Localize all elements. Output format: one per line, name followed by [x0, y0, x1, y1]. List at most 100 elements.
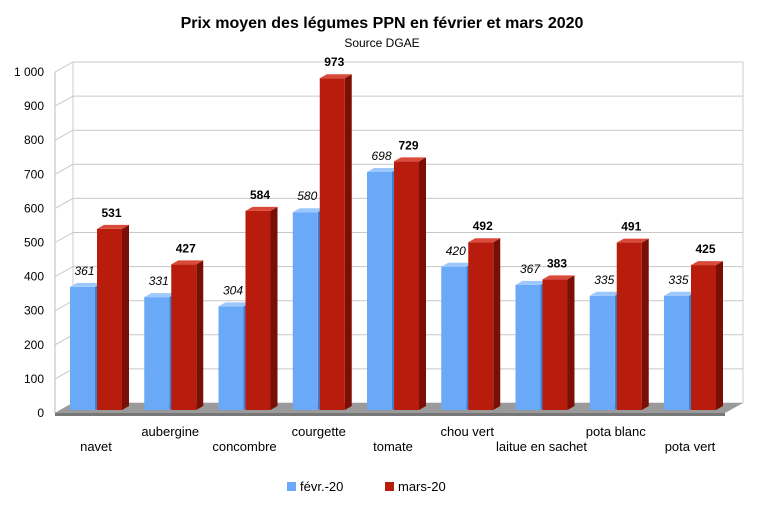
data-label: 491: [621, 220, 641, 234]
bar-front: [319, 78, 345, 410]
data-label: 335: [594, 273, 614, 287]
x-tick-label: courgette: [292, 424, 346, 439]
bar-front: [218, 306, 244, 410]
bar-front: [292, 212, 318, 410]
y-tick-label: 200: [24, 338, 44, 352]
y-tick-label: 1 000: [14, 65, 44, 79]
data-label: 698: [371, 149, 391, 163]
data-label: 361: [74, 264, 94, 278]
gridline: [54, 129, 743, 141]
bar-front: [691, 265, 716, 410]
legend-item: mars-20: [385, 479, 446, 494]
floor-edge: [55, 413, 725, 416]
data-label: 584: [250, 188, 270, 202]
y-tick-label: 0: [37, 406, 44, 420]
bar-front: [542, 279, 568, 410]
chart-title: Prix moyen des légumes PPN en février et…: [181, 15, 584, 32]
y-tick-label: 800: [24, 133, 44, 147]
y-tick-label: 500: [24, 236, 44, 250]
bar-front: [616, 242, 642, 410]
bar-front: [515, 284, 541, 410]
bar-front: [468, 242, 494, 410]
bar-mar-tomate: [394, 157, 426, 410]
bar-top: [394, 157, 426, 162]
bar-front: [171, 264, 197, 410]
bar-mar-concombre: [245, 206, 278, 410]
bar-top: [468, 238, 501, 243]
gridline: [54, 163, 743, 175]
bar-side: [270, 206, 278, 410]
legend-label: mars-20: [398, 479, 446, 494]
x-tick-label: pota vert: [665, 439, 716, 454]
bar-side: [716, 261, 723, 410]
bar-mar-courgette: [319, 74, 352, 410]
bar-top: [589, 291, 622, 296]
x-tick-label: aubergine: [141, 424, 199, 439]
bar-side: [122, 224, 129, 410]
x-tick-label: pota blanc: [586, 424, 646, 439]
x-tick-label: navet: [80, 439, 112, 454]
data-label: 531: [101, 206, 121, 220]
bar-top: [70, 282, 102, 287]
data-label: 492: [473, 219, 493, 233]
bar-front: [367, 171, 392, 410]
bar-feb-courgette: [292, 208, 325, 410]
bar-top: [367, 167, 399, 172]
y-tick-label: 300: [24, 304, 44, 318]
bar-front: [245, 210, 271, 410]
bar-front: [664, 295, 689, 410]
bar-mar-aubergine: [171, 260, 204, 410]
data-label: 973: [324, 55, 344, 69]
bar-feb-pota-blanc: [589, 291, 622, 410]
legend-item: févr.-20: [287, 479, 343, 494]
bar-mar-chou-vert: [468, 238, 501, 410]
data-label: 335: [668, 273, 688, 287]
data-label: 420: [446, 244, 466, 258]
bar-top: [542, 275, 575, 280]
bar-top: [515, 280, 548, 285]
gridline: [54, 95, 743, 107]
bar-top: [144, 293, 177, 298]
legend-swatch: [385, 482, 394, 491]
bar-mar-pota-blanc: [616, 238, 649, 410]
x-tick-label: laitue en sachet: [496, 439, 587, 454]
bar-top: [218, 302, 251, 307]
data-label: 304: [223, 283, 243, 297]
bar-top: [319, 74, 352, 79]
bar-top: [245, 206, 278, 211]
gridline: [54, 232, 743, 243]
y-tick-label: 700: [24, 167, 44, 181]
data-label: 427: [176, 241, 196, 255]
bar-side: [567, 275, 575, 410]
bar-side: [641, 238, 649, 410]
bar-feb-tomate: [367, 167, 399, 410]
legend-label: févr.-20: [300, 479, 343, 494]
bar-front: [97, 228, 122, 410]
y-tick-label: 100: [24, 372, 44, 386]
y-tick-label: 400: [24, 270, 44, 284]
bar-front: [70, 286, 95, 410]
data-label: 383: [547, 256, 567, 270]
y-tick-label: 600: [24, 201, 44, 215]
bar-side: [493, 238, 501, 410]
bar-mar-laitue-en-sachet: [542, 275, 575, 410]
data-label: 331: [149, 274, 169, 288]
bar-top: [171, 260, 204, 265]
bar-top: [441, 262, 474, 267]
bar-front: [144, 297, 170, 410]
bar-top: [616, 238, 649, 243]
bar-top: [664, 291, 696, 296]
gridline: [54, 197, 743, 209]
bar-top: [691, 261, 723, 266]
bar-front: [394, 161, 419, 410]
bar-side: [419, 157, 426, 410]
data-label: 367: [520, 262, 541, 276]
bar-top: [97, 224, 129, 229]
data-label: 425: [695, 242, 715, 256]
bar-side: [344, 74, 352, 410]
x-tick-label: chou vert: [441, 424, 495, 439]
legend-swatch: [287, 482, 296, 491]
bar-side: [196, 260, 204, 410]
